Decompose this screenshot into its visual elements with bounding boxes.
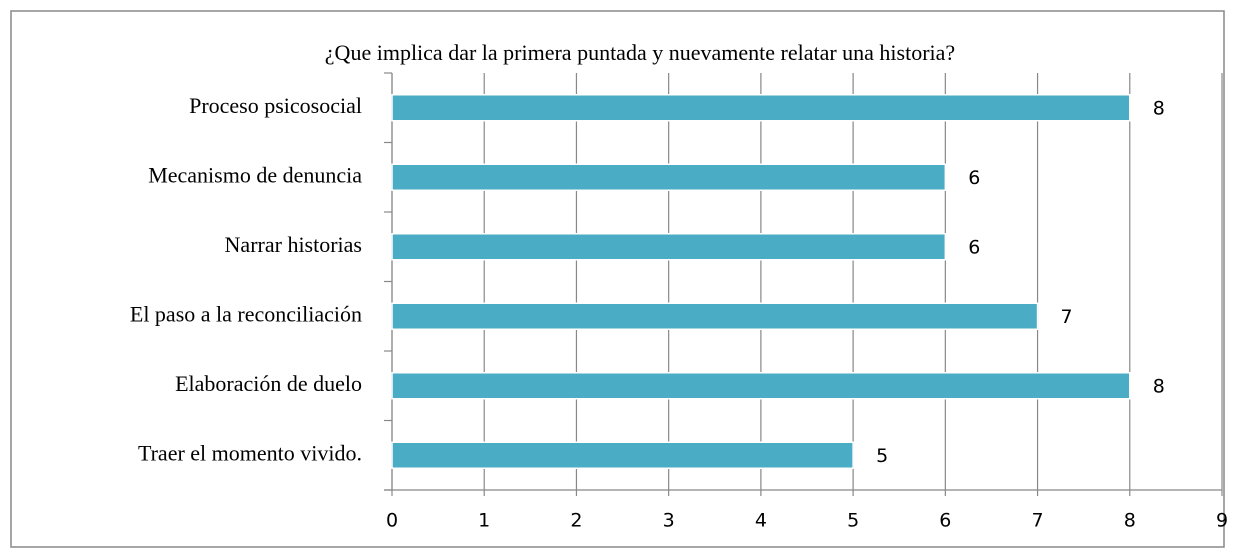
x-tick-label: 1: [478, 510, 490, 532]
bar: [391, 441, 854, 469]
x-tick-label: 3: [663, 510, 675, 532]
bar: [391, 302, 1039, 330]
data-label-bg: [959, 232, 990, 261]
y-tick-label: Elaboración de duelo: [175, 371, 362, 396]
y-tick-label: Proceso psicosocial: [189, 93, 362, 118]
data-label-bg: [1143, 93, 1174, 122]
x-tick-label: 4: [755, 510, 767, 532]
x-tick-label: 7: [1032, 510, 1044, 532]
chart-title: ¿Que implica dar la primera puntada y nu…: [325, 40, 955, 65]
data-label: 5: [876, 445, 888, 467]
x-tick-label: 5: [847, 510, 859, 532]
data-label-bg: [1143, 371, 1174, 400]
x-tick-label: 8: [1124, 510, 1136, 532]
data-label-bg: [867, 441, 898, 470]
y-tick-label: Narrar historias: [225, 232, 362, 257]
data-label-bg: [1051, 302, 1082, 331]
y-tick-label: El paso a la reconciliación: [130, 301, 362, 326]
data-label-bg: [959, 163, 990, 192]
data-label: 8: [1153, 375, 1165, 397]
y-tick-label: Traer el momento vivido.: [138, 440, 362, 465]
bar: [391, 233, 947, 261]
bar: [391, 94, 1131, 122]
bar: [391, 372, 1131, 400]
x-tick-label: 9: [1216, 510, 1228, 532]
data-label: 7: [1061, 306, 1073, 328]
x-tick-label: 6: [939, 510, 951, 532]
bar: [391, 163, 947, 191]
data-label: 6: [968, 167, 980, 189]
data-label: 8: [1153, 97, 1165, 119]
x-tick-label: 0: [386, 510, 398, 532]
x-tick-label: 2: [570, 510, 582, 532]
y-tick-label: Mecanismo de denuncia: [148, 162, 362, 187]
data-label: 6: [968, 236, 980, 258]
